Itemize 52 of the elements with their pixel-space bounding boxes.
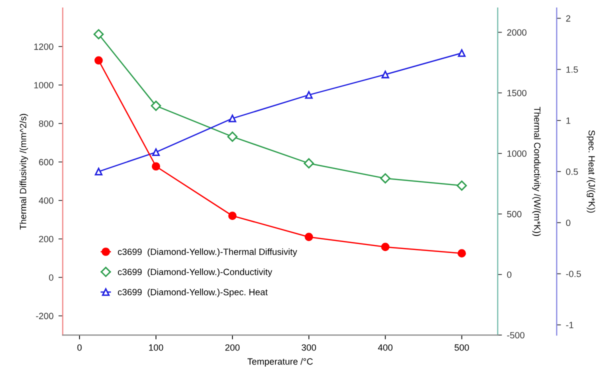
point (458, 49, 466, 57)
point (458, 249, 466, 258)
y-axis-title: Thermal Diffusivity /(mm^2/s) (20, 114, 28, 230)
y2-tick-label: 1000 (507, 150, 526, 157)
point (305, 91, 313, 99)
x-axis-title: Temperature /°C (247, 358, 313, 366)
y-tick-label: 1200 (34, 44, 54, 50)
legend-label: c3699 (Diamond-Yellow.)-Spec. Heat (118, 288, 268, 298)
y2-tick-label: 0 (507, 271, 512, 278)
y3-tick-label: 1 (566, 118, 570, 124)
y3-tick-label: 1.5 (566, 66, 578, 73)
y3-axis-title: Spec. Heat /(J/(g*K)) (586, 130, 596, 213)
y-tick-label: 200 (39, 236, 54, 242)
legend-label: c3699 (Diamond-Yellow.)-Thermal Diffusivity (118, 248, 298, 257)
point (381, 242, 390, 252)
y2-tick-label: 1500 (507, 90, 526, 96)
point (456, 180, 467, 191)
point (228, 114, 236, 122)
y3-tick-label: -0.5 (566, 270, 581, 278)
y3-tick-label: 2 (566, 15, 570, 22)
x-tick-label: 200 (225, 344, 240, 351)
y2-axis-title: Thermal Conductivity /(W/(m*K)) (532, 106, 541, 236)
x-tick-label: 500 (454, 344, 469, 351)
point (94, 56, 103, 65)
y-tick-label: 0 (49, 274, 54, 281)
y2-tick-label: 2000 (507, 29, 526, 36)
x-tick-label: 300 (302, 344, 316, 351)
point (150, 100, 162, 111)
y-tick-label: 1000 (34, 82, 54, 88)
x-tick-label: 400 (378, 344, 392, 351)
x-tick-label: 0 (77, 344, 82, 351)
y-tick-label: 600 (39, 158, 54, 166)
y-tick-label: -200 (36, 312, 54, 320)
point (227, 132, 238, 142)
point (94, 168, 102, 176)
y-tick-label: 400 (38, 197, 54, 204)
point (152, 148, 160, 156)
point (304, 158, 314, 168)
legend-label: c3699 (Diamond-Yellow.)-Conductivity (118, 268, 272, 277)
point (304, 232, 314, 242)
point (228, 212, 237, 220)
y2-tick-label: 500 (507, 210, 522, 218)
x-tick-label: 100 (149, 344, 164, 351)
point (382, 70, 390, 78)
point (94, 29, 104, 40)
y3-tick-label: 0.5 (566, 168, 578, 175)
point (380, 173, 390, 184)
y2-tick-label: -500 (507, 332, 524, 338)
y3-tick-label: -1 (566, 322, 574, 328)
point (152, 162, 160, 171)
y-tick-label: 800 (39, 120, 54, 127)
y3-tick-label: 0 (566, 220, 570, 226)
